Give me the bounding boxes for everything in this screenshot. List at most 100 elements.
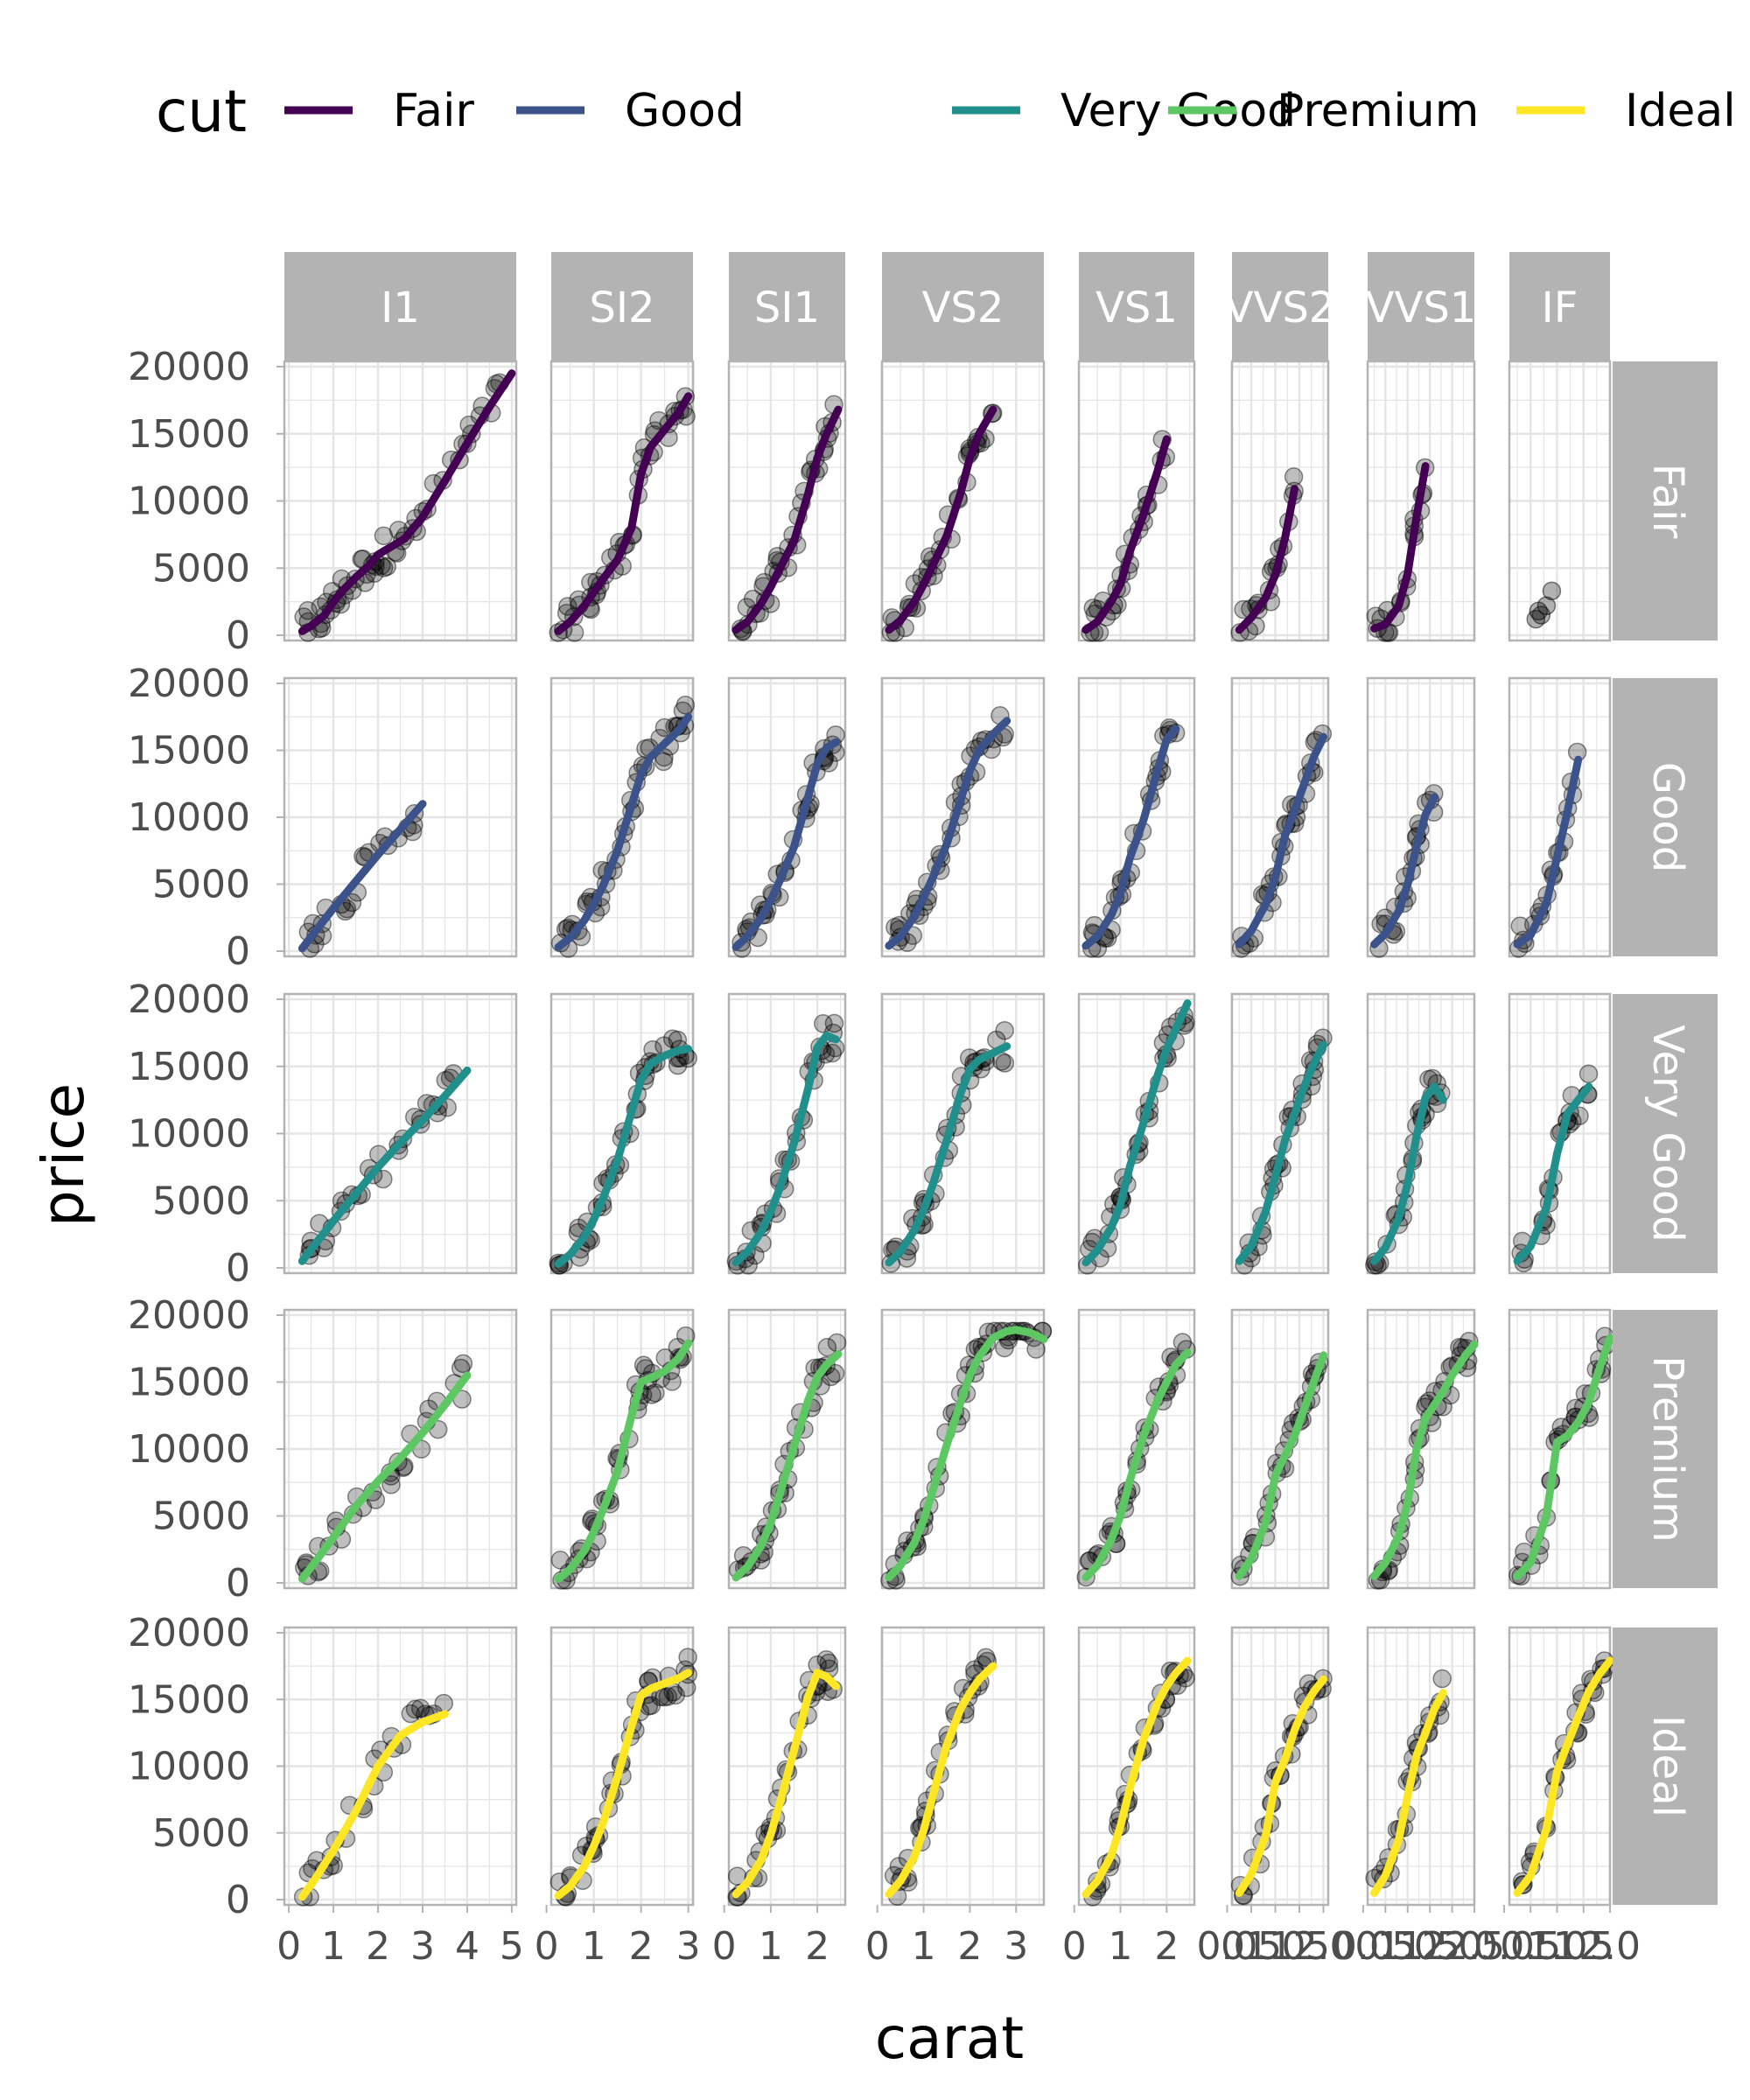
strip-label: SI1 bbox=[754, 284, 820, 332]
x-tick-label: 0.0 bbox=[1333, 1924, 1394, 1969]
x-tick-label: 1 bbox=[582, 1924, 606, 1969]
smooth-line-fair bbox=[885, 405, 998, 634]
panel-good-vs1 bbox=[1077, 676, 1196, 958]
panel-ideal-vvs1 bbox=[1365, 1626, 1476, 1907]
smooth-line-premium bbox=[1082, 1348, 1192, 1582]
panel-border bbox=[1366, 1308, 1476, 1590]
data-point bbox=[1026, 1340, 1046, 1359]
panel-border bbox=[1230, 992, 1330, 1275]
x-tick-label: 1 bbox=[759, 1924, 783, 1969]
y-tick-label: 5000 bbox=[152, 1811, 250, 1856]
smooth-line-ideal bbox=[1082, 1656, 1192, 1899]
x-tick-label: 2 bbox=[629, 1924, 654, 1969]
panel-border bbox=[1077, 1308, 1196, 1590]
panel-border bbox=[727, 676, 847, 958]
y-tick-label: 0 bbox=[226, 613, 250, 658]
strip-label: Good bbox=[1643, 762, 1692, 872]
data-point bbox=[1432, 1669, 1452, 1689]
smooth-line-very-good bbox=[1513, 1082, 1593, 1265]
x-tick-label: 1 bbox=[1109, 1924, 1133, 1969]
panel-fair-si2 bbox=[549, 360, 696, 642]
x-tick-label: 4 bbox=[455, 1924, 480, 1969]
x-tick-label: 0.5 bbox=[1500, 1924, 1561, 1969]
panel-fair-si1 bbox=[727, 360, 847, 642]
x-tick-label: 1.0 bbox=[1526, 1924, 1587, 1969]
panel-border bbox=[1508, 676, 1612, 958]
smooth-line-good bbox=[1513, 755, 1583, 948]
panel-border bbox=[880, 1308, 1046, 1590]
data-point bbox=[662, 1372, 682, 1391]
x-axis-if: 0.00.51.01.52.0 bbox=[1474, 1905, 1641, 1969]
strip-label: Premium bbox=[1643, 1355, 1692, 1543]
panel-premium-vs2 bbox=[880, 1308, 1053, 1590]
strip-background bbox=[284, 252, 516, 361]
legend-entry-good: Good bbox=[516, 85, 745, 137]
data-point bbox=[401, 1704, 421, 1724]
smooth-line-good bbox=[732, 738, 840, 951]
strip-background bbox=[1079, 252, 1194, 361]
y-tick-label: 15000 bbox=[128, 1045, 250, 1089]
y-axis-row-5: 0 5000 10000 15000 20000 bbox=[128, 1611, 284, 1922]
legend-label: Fair bbox=[393, 85, 474, 137]
data-point bbox=[374, 558, 394, 578]
strip-row-very-good: Very Good bbox=[1613, 994, 1718, 1273]
x-tick-label: 0.5 bbox=[1221, 1924, 1282, 1969]
panel-border bbox=[880, 676, 1046, 958]
x-tick-label: 0.0 bbox=[1474, 1924, 1535, 1969]
data-point bbox=[405, 1699, 425, 1719]
y-tick-label: 0 bbox=[226, 1561, 250, 1606]
smooth-line-fair bbox=[1235, 485, 1298, 634]
y-tick-label: 20000 bbox=[128, 345, 250, 389]
smooth-line-ideal bbox=[732, 1669, 840, 1899]
data-point bbox=[658, 1687, 678, 1706]
data-point bbox=[817, 1337, 837, 1357]
panel-premium-vvs2 bbox=[1230, 1308, 1330, 1590]
data-point bbox=[1542, 581, 1562, 601]
panel-ideal-si2 bbox=[550, 1626, 697, 1907]
panel-border bbox=[1366, 1626, 1476, 1907]
smooth-line-premium bbox=[732, 1349, 843, 1582]
legend-entry-fair: Fair bbox=[284, 85, 474, 137]
data-point bbox=[1234, 599, 1253, 620]
strip-row-good: Good bbox=[1613, 678, 1718, 956]
y-tick-label: 15000 bbox=[128, 1361, 250, 1405]
data-point bbox=[374, 1169, 393, 1189]
smooth-line-very-good bbox=[1370, 1082, 1447, 1265]
y-tick-label: 15000 bbox=[128, 412, 250, 457]
strip-label: VVS2 bbox=[1225, 284, 1336, 332]
panel-ideal-vs1 bbox=[1077, 1626, 1196, 1907]
strip-label: Very Good bbox=[1643, 1025, 1692, 1242]
data-point bbox=[678, 1648, 697, 1667]
data-point bbox=[564, 623, 584, 642]
x-tick-label: 0 bbox=[535, 1924, 559, 1969]
x-tick-label: 1 bbox=[321, 1924, 346, 1969]
y-tick-label: 0 bbox=[226, 929, 250, 974]
data-point bbox=[995, 1054, 1015, 1073]
smooth-line-very-good bbox=[298, 1066, 472, 1265]
data-point bbox=[641, 1696, 662, 1715]
strip-background bbox=[1613, 994, 1718, 1273]
panel-good-vvs1 bbox=[1366, 676, 1476, 958]
panel-fair-vs2 bbox=[880, 360, 1046, 642]
smooth-line-very-good bbox=[732, 1031, 840, 1267]
panel-ideal-si1 bbox=[727, 1626, 847, 1907]
data-point bbox=[335, 901, 355, 921]
legend-entry-premium: Premium bbox=[1168, 85, 1479, 137]
y-tick-label: 10000 bbox=[128, 1112, 250, 1157]
data-point bbox=[654, 718, 675, 738]
panel-border bbox=[550, 1626, 695, 1907]
data-point bbox=[1578, 1064, 1599, 1084]
x-tick-label: 2 bbox=[805, 1924, 830, 1969]
panel-good-if bbox=[1508, 676, 1612, 958]
x-axes: 0 1 2 3 4 5 0 1 2 3 0 1 2 0 1 2 3 0 1 2 0.00.51.01.52.00.00.… bbox=[276, 1905, 1641, 1969]
strip-background bbox=[1613, 1310, 1718, 1588]
strip-label: I1 bbox=[381, 284, 420, 332]
legend-title: cut bbox=[156, 78, 247, 145]
data-point bbox=[298, 600, 318, 620]
y-tick-label: 20000 bbox=[128, 662, 250, 706]
panel-good-si2 bbox=[550, 676, 696, 958]
scatter-points bbox=[1526, 581, 1562, 629]
panel-border bbox=[1077, 1626, 1196, 1907]
